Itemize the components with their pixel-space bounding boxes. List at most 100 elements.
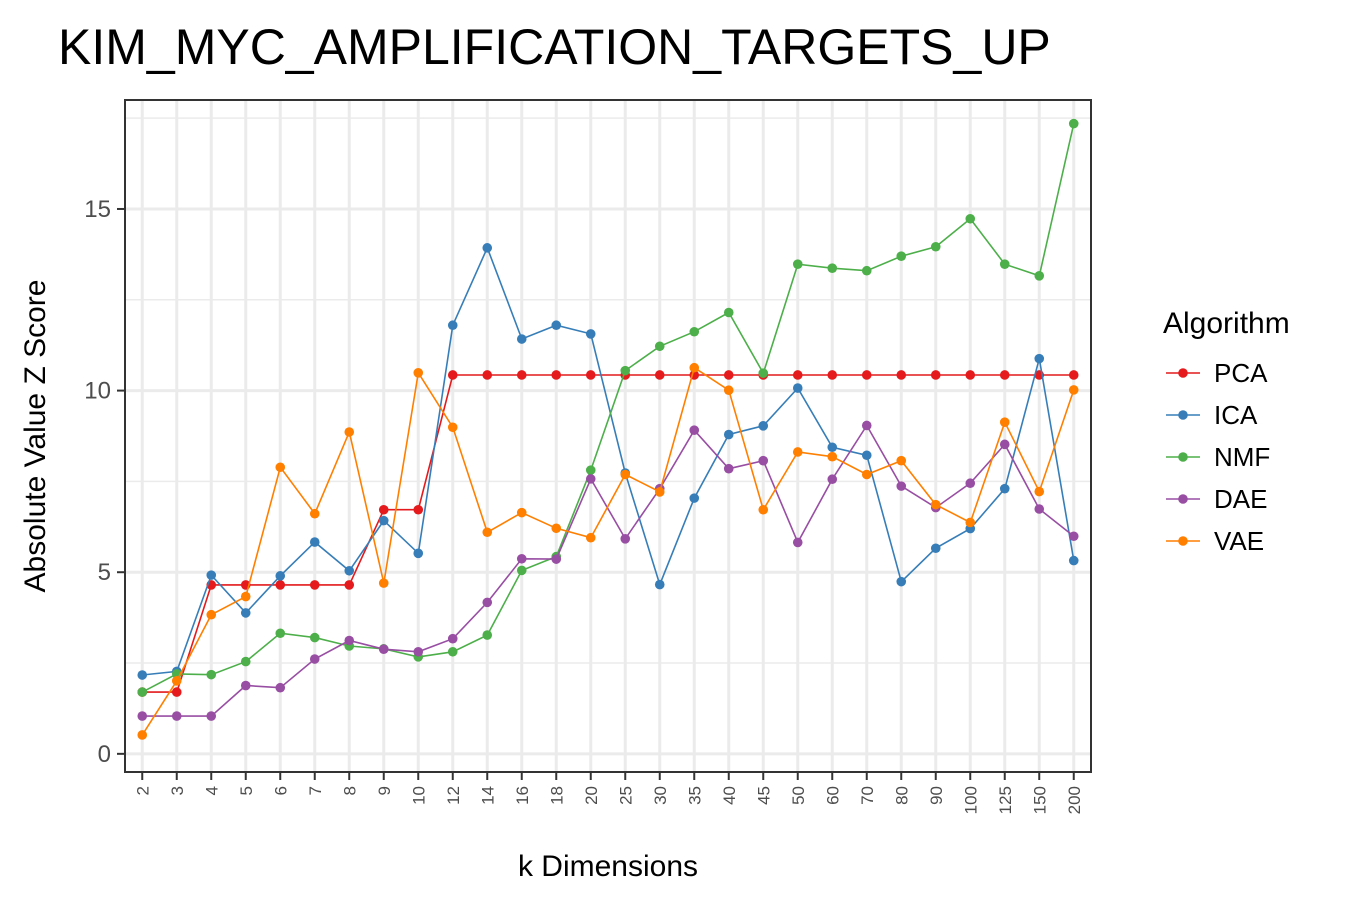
legend-key-point-ica <box>1178 410 1188 420</box>
x-tick-label: 45 <box>754 786 773 805</box>
legend-label-pca: PCA <box>1214 358 1268 388</box>
data-point-vae <box>309 508 320 519</box>
data-point-ica <box>275 571 286 581</box>
legend-label-dae: DAE <box>1214 484 1267 514</box>
data-point-dae <box>1068 531 1079 542</box>
data-point-vae <box>137 730 148 740</box>
legend-key-point-dae <box>1178 494 1188 504</box>
data-point-nmf <box>930 241 941 252</box>
data-point-pca <box>723 370 734 380</box>
data-point-ica <box>896 576 907 587</box>
data-point-vae <box>620 469 631 480</box>
data-point-dae <box>827 474 838 485</box>
data-point-dae <box>240 680 251 691</box>
x-tick-label: 150 <box>1030 786 1049 814</box>
data-point-vae <box>482 527 493 538</box>
data-point-ica <box>723 429 734 440</box>
plot-panel <box>125 100 1091 772</box>
data-point-ica <box>930 543 941 554</box>
data-point-vae <box>758 504 769 515</box>
data-point-vae <box>344 427 355 437</box>
data-point-nmf <box>240 656 251 667</box>
data-point-ica <box>585 329 596 339</box>
x-tick-label: 35 <box>685 786 704 805</box>
data-point-vae <box>861 469 872 480</box>
data-point-pca <box>344 580 355 590</box>
data-point-dae <box>482 597 493 608</box>
plot-border <box>124 99 1092 773</box>
data-point-ica <box>792 383 803 393</box>
x-tick-label: 14 <box>478 786 497 805</box>
data-point-pca <box>171 687 182 697</box>
data-point-vae <box>723 385 734 396</box>
x-tick-label: 18 <box>547 786 566 805</box>
data-point-pca <box>654 370 665 380</box>
data-point-vae <box>551 523 562 534</box>
legend-item-dae: DAE <box>1166 484 1267 514</box>
data-point-dae <box>965 478 976 489</box>
data-point-dae <box>1034 504 1045 514</box>
data-point-dae <box>758 455 769 466</box>
x-tick-label: 100 <box>961 786 980 814</box>
data-point-ica <box>309 537 320 547</box>
data-point-pca <box>447 370 458 380</box>
data-point-dae <box>999 439 1010 450</box>
data-point-nmf <box>723 307 734 318</box>
data-point-dae <box>861 420 872 431</box>
data-point-ica <box>482 243 493 253</box>
data-point-ica <box>447 320 458 331</box>
x-tick-label: 3 <box>168 786 187 795</box>
legend-item-pca: PCA <box>1166 358 1268 388</box>
data-point-dae <box>516 553 527 564</box>
x-tick-label: 30 <box>651 786 670 805</box>
data-point-pca <box>1068 370 1079 380</box>
legend-key-point-vae <box>1178 536 1188 546</box>
data-point-ica <box>654 579 665 590</box>
data-point-nmf <box>275 628 286 639</box>
legend-item-vae: VAE <box>1166 526 1264 556</box>
data-point-dae <box>792 537 803 548</box>
data-point-pca <box>378 504 389 515</box>
x-tick-label: 4 <box>202 786 221 795</box>
data-point-pca <box>585 370 596 380</box>
legend-items: PCA ICA NMF DAE VAE <box>1166 358 1270 556</box>
data-point-nmf <box>620 365 631 376</box>
data-point-vae <box>827 451 838 462</box>
chart-title: KIM_MYC_AMPLIFICATION_TARGETS_UP <box>58 19 1051 75</box>
data-point-pca <box>551 370 562 380</box>
data-point-dae <box>171 711 182 721</box>
data-point-nmf <box>896 251 907 261</box>
x-tick-label: 8 <box>340 786 359 795</box>
data-point-pca <box>861 370 872 380</box>
y-tick-label: 0 <box>98 741 111 768</box>
data-point-nmf <box>792 259 803 269</box>
data-point-ica <box>137 670 148 680</box>
x-tick-label: 6 <box>271 786 290 795</box>
data-point-vae <box>896 455 907 466</box>
data-point-nmf <box>585 465 596 475</box>
x-tick-label: 70 <box>858 786 877 805</box>
data-point-vae <box>240 591 251 602</box>
data-point-nmf <box>482 630 493 640</box>
data-point-nmf <box>861 265 872 276</box>
x-tick-label: 50 <box>789 786 808 805</box>
data-point-vae <box>930 499 941 510</box>
data-point-pca <box>309 580 320 590</box>
data-point-vae <box>447 422 458 433</box>
x-tick-label: 200 <box>1065 786 1084 814</box>
data-point-nmf <box>689 326 700 337</box>
x-tick-label: 9 <box>375 786 394 795</box>
data-point-dae <box>309 654 320 664</box>
data-point-ica <box>378 515 389 526</box>
data-point-pca <box>275 580 286 590</box>
data-point-vae <box>999 417 1010 427</box>
y-tick-label: 10 <box>84 378 111 405</box>
legend: Algorithm PCA ICA NMF DAE VAE <box>1163 307 1290 556</box>
data-point-vae <box>275 462 286 473</box>
data-point-ica <box>516 334 527 344</box>
data-point-nmf <box>516 565 527 576</box>
legend-key-point-nmf <box>1178 452 1188 462</box>
data-point-nmf <box>137 687 148 697</box>
data-point-dae <box>447 633 458 644</box>
